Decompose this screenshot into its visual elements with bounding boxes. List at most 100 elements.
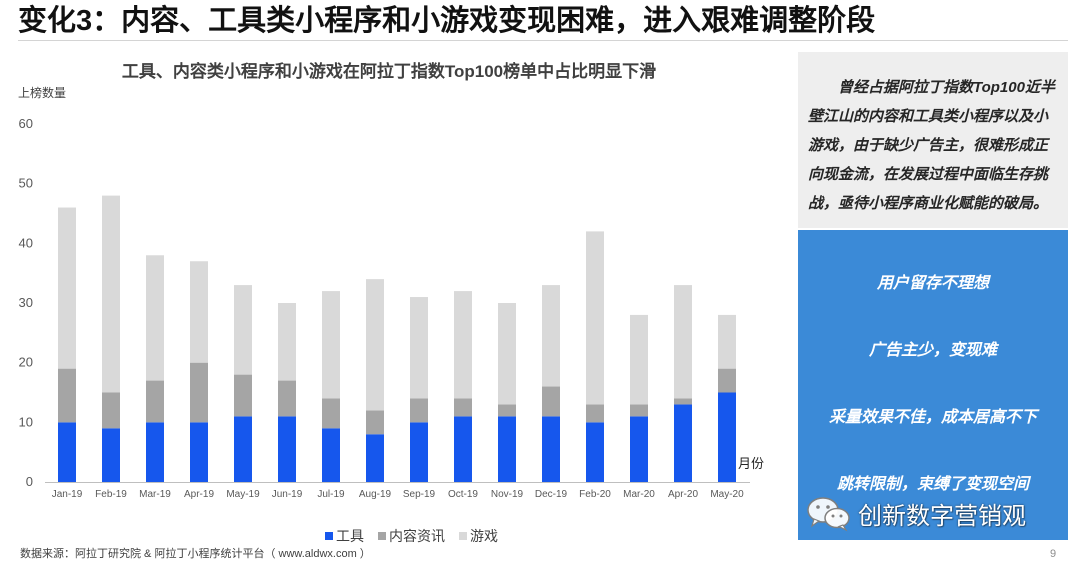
summary-panel: 曾经占据阿拉丁指数Top100近半 壁江山的内容和工具类小程序以及小 游戏，由于… [798,52,1068,228]
challenge-item: 跳转限制，束缚了变现空间 [836,476,1029,493]
bar-games-apr-19 [190,261,208,363]
bar-tools-mar-20 [630,416,648,482]
x-tick-label: Mar-20 [623,489,655,500]
bar-games-dec-19 [542,285,560,387]
challenges-panel: 用户留存不理想 广告主少，变现难 采量效果不佳，成本居高不下 跳转限制，束缚了变… [798,230,1068,540]
y-tick-label: 20 [19,355,33,370]
bar-content-may-19 [234,374,252,417]
bar-tools-aug-19 [366,434,384,482]
bar-games-mar-20 [630,314,648,405]
bar-content-mar-19 [146,380,164,423]
x-axis-label: 月份 [738,456,765,471]
x-tick-label: May-19 [226,489,260,500]
bar-games-jul-19 [322,291,340,399]
bar-tools-may-20 [718,392,736,482]
summary-line: 曾经占据阿拉丁指数Top100近半 [838,79,1055,96]
bar-games-feb-19 [102,195,120,393]
bar-tools-jul-19 [322,428,340,482]
legend-item-tools: 工具 [325,527,364,545]
challenge-item: 广告主少，变现难 [868,342,997,359]
bar-games-mar-19 [146,255,164,381]
bar-games-sep-19 [410,297,428,399]
legend-label-content: 内容资讯 [389,528,445,544]
y-tick-label: 30 [19,295,33,310]
x-tick-label: Sep-19 [403,489,436,500]
bar-tools-apr-19 [190,422,208,482]
x-tick-label: Aug-19 [359,489,392,500]
bar-games-may-20 [718,314,736,369]
bar-content-feb-20 [586,404,604,423]
chart-legend: 工具 内容资讯 游戏 [325,527,498,545]
bar-games-nov-19 [498,303,516,405]
x-tick-label: Feb-20 [579,489,611,500]
bar-games-aug-19 [366,279,384,411]
legend-item-games: 游戏 [459,527,498,545]
x-tick-label: Mar-19 [139,489,171,500]
x-tick-label: Oct-19 [448,489,478,500]
bar-content-jan-19 [58,368,76,423]
bar-content-oct-19 [454,398,472,417]
bar-tools-oct-19 [454,416,472,482]
bar-content-feb-19 [102,392,120,429]
bar-tools-apr-20 [674,404,692,482]
x-tick-label: Apr-20 [668,489,698,500]
y-axis-label: 上榜数量 [18,86,67,100]
x-tick-label: Dec-19 [535,489,568,500]
page-number: 9 [1050,548,1057,560]
x-tick-label: May-20 [710,489,744,500]
y-tick-label: 40 [19,235,33,250]
bar-content-aug-19 [366,410,384,435]
data-source-note: 数据来源：阿拉丁研究院 & 阿拉丁小程序统计平台（ www.aldwx.com … [20,548,371,560]
bar-games-apr-20 [674,285,692,399]
legend-label-games: 游戏 [470,528,498,544]
bar-tools-may-19 [234,416,252,482]
legend-swatch-tools [325,532,333,540]
chart-title: 工具、内容类小程序和小游戏在阿拉丁指数Top100榜单中占比明显下滑 [121,62,657,81]
bar-tools-jan-19 [58,422,76,482]
summary-line: 战，亟待小程序商业化赋能的破局。 [808,195,1049,212]
bar-games-feb-20 [586,231,604,405]
bar-content-may-20 [718,368,736,393]
wechat-icon [806,496,852,537]
x-tick-label: Feb-19 [95,489,127,500]
bar-tools-jun-19 [278,416,296,482]
bar-content-jul-19 [322,398,340,429]
bar-content-nov-19 [498,404,516,417]
stacked-bar-chart: 0 10 20 30 40 50 60 Jan-19 Feb-19 Mar-19 Apr-19 May… [19,116,750,500]
bar-content-apr-19 [190,362,208,423]
bar-content-mar-20 [630,404,648,417]
slide-title: 变化3：内容、工具类小程序和小游戏变现困难，进入艰难调整阶段 [18,5,876,37]
x-tick-label: Apr-19 [184,489,214,500]
legend-label-tools: 工具 [336,528,364,544]
bar-games-jan-19 [58,207,76,369]
bar-content-dec-19 [542,386,560,417]
bar-tools-sep-19 [410,422,428,482]
bar-content-sep-19 [410,398,428,423]
summary-line: 壁江山的内容和工具类小程序以及小 [808,108,1049,125]
summary-line: 游戏，由于缺少广告主，很难形成正 [808,137,1049,154]
watermark-text: 创新数字营销观 [858,502,1026,530]
summary-line: 向现金流，在发展过程中面临生存挑 [808,166,1049,183]
watermark: 创新数字营销观 [806,496,1026,537]
y-tick-label: 60 [19,116,33,131]
legend-item-content: 内容资讯 [378,527,445,545]
legend-swatch-content [378,532,386,540]
bar-tools-mar-19 [146,422,164,482]
bar-content-jun-19 [278,380,296,417]
bar-tools-nov-19 [498,416,516,482]
bar-games-may-19 [234,285,252,375]
bar-tools-feb-20 [586,422,604,482]
bar-content-apr-20 [674,398,692,405]
y-tick-label: 50 [19,176,33,191]
x-tick-label: Jul-19 [317,489,345,500]
bar-tools-feb-19 [102,428,120,482]
bar-games-jun-19 [278,303,296,381]
x-tick-label: Jun-19 [272,489,303,500]
legend-swatch-games [459,532,467,540]
challenge-item: 用户留存不理想 [876,275,989,292]
y-tick-label: 10 [19,414,33,429]
x-tick-label: Jan-19 [52,489,83,500]
bar-games-oct-19 [454,291,472,399]
x-tick-label: Nov-19 [491,489,524,500]
y-tick-label: 0 [26,474,33,489]
